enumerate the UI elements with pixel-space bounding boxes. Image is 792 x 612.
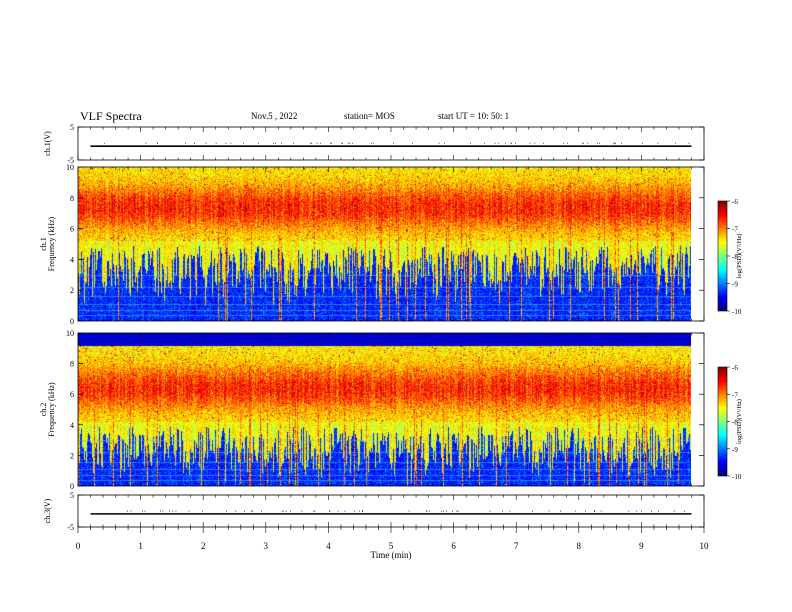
colorbar-tick-label: -7: [732, 391, 738, 399]
x-tick-label: 9: [639, 541, 644, 551]
y-axis-label: ch.3(V): [43, 498, 52, 523]
y-axis-label: ch.1(V): [43, 131, 52, 156]
spectrogram-image-2: [78, 167, 691, 321]
x-tick-label: 8: [577, 541, 582, 551]
y-tick-label: 2: [70, 286, 74, 295]
x-axis-label: Time (min): [371, 550, 412, 560]
x-tick-label: 6: [451, 541, 456, 551]
y-tick-label: 0: [70, 317, 74, 326]
colorbar-tick-label: -6: [732, 364, 738, 372]
colorbar-tick-label: -9: [732, 281, 738, 289]
y-axis-label: Frequency (kHz): [47, 216, 56, 271]
y-tick-label: 10: [66, 163, 74, 172]
x-tick-label: 4: [326, 541, 331, 551]
colorbar-tick-label: -10: [732, 308, 742, 316]
x-tick-label: 3: [264, 541, 269, 551]
colorbar-tick-label: -8: [732, 419, 738, 427]
y-axis-label: ch.2: [39, 403, 48, 417]
y-tick-label: 0: [70, 482, 74, 491]
colorbar-tick-label: -9: [732, 446, 738, 454]
spectrogram-image-3: [78, 333, 691, 486]
x-tick-label: 10: [700, 541, 710, 551]
station-label: station= MOS: [344, 111, 395, 121]
colorbar-label: log(PSD)(V²/Hz): [736, 234, 743, 279]
colorbar-tick-label: -6: [732, 198, 738, 206]
y-tick-label: 8: [70, 194, 74, 203]
x-tick-label: 5: [389, 541, 394, 551]
y-axis-label: Frequency (kHz): [47, 382, 56, 437]
x-tick-label: 2: [201, 541, 206, 551]
y-tick-label: 2: [70, 451, 74, 460]
x-tick-label: 1: [138, 541, 143, 551]
y-axis-label: ch.1: [39, 237, 48, 251]
y-tick-label: 5: [70, 491, 74, 500]
x-tick-label: 7: [514, 541, 519, 551]
colorbar-3: [718, 367, 727, 476]
colorbar-2: [718, 201, 727, 311]
date-label: Nov.5 , 2022: [251, 111, 298, 121]
colorbar-tick-label: -8: [732, 253, 738, 261]
y-tick-label: 4: [70, 255, 74, 264]
colorbar-tick-label: -7: [732, 226, 738, 234]
y-tick-label: -5: [67, 523, 74, 532]
start-time-label: start UT = 10: 50: 1: [438, 111, 510, 121]
x-tick-label: 0: [76, 541, 81, 551]
y-tick-label: 10: [66, 329, 74, 338]
y-tick-label: 6: [70, 390, 74, 399]
y-tick-label: 6: [70, 225, 74, 234]
colorbar-tick-label: -10: [732, 473, 742, 481]
y-tick-label: 5: [70, 123, 74, 132]
colorbar-label: log(PSD)(V²/Hz): [736, 399, 743, 444]
y-tick-label: -5: [67, 156, 74, 165]
chart-title: VLF Spectra: [80, 109, 142, 123]
y-tick-label: 4: [70, 421, 74, 430]
y-tick-label: 8: [70, 360, 74, 369]
